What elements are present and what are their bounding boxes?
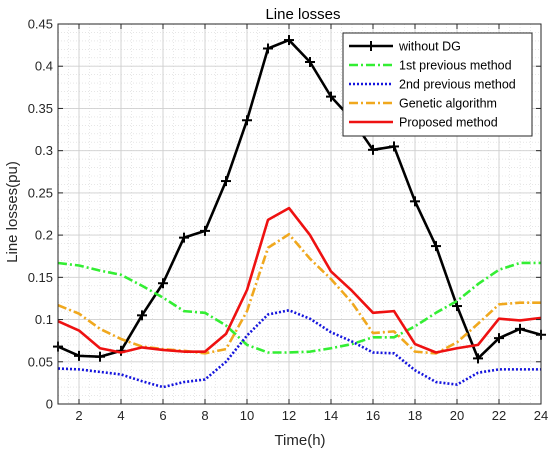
data-point-without-dg [452, 301, 462, 312]
data-point-without-dg [95, 351, 105, 362]
y-tick-label: 0.3 [35, 143, 53, 158]
data-point-without-dg [326, 91, 336, 102]
data-point-without-dg [74, 350, 84, 361]
data-point-without-dg [158, 278, 168, 289]
data-point-without-dg [137, 310, 147, 321]
data-point-without-dg [179, 232, 189, 243]
data-point-without-dg [368, 144, 378, 155]
data-point-without-dg [473, 353, 483, 364]
x-tick-label: 22 [492, 408, 506, 423]
data-point-without-dg [263, 43, 273, 54]
y-tick-label: 0.05 [28, 354, 53, 369]
series-line-proposed-method [57, 206, 542, 354]
legend-label-2nd-previous-method: 2nd previous method [399, 78, 516, 92]
x-tick-label: 6 [159, 408, 166, 423]
y-tick-label: 0.2 [35, 228, 53, 243]
data-point-without-dg [242, 115, 252, 126]
y-tick-label: 0.1 [35, 312, 53, 327]
chart-title: Line losses [265, 6, 340, 23]
legend-label-proposed-method: Proposed method [399, 116, 498, 130]
legend-label-genetic-algorithm: Genetic algorithm [399, 97, 497, 111]
x-tick-label: 14 [324, 408, 338, 423]
x-tick-label: 16 [366, 408, 380, 423]
series-line-without-dg [57, 38, 542, 360]
data-point-without-dg [431, 241, 441, 252]
y-tick-label: 0.4 [35, 59, 53, 74]
y-tick-label: 0.15 [28, 270, 53, 285]
y-tick-label: 0.25 [28, 185, 53, 200]
data-point-without-dg [200, 225, 210, 236]
legend: without DG 1st previous method 2nd previou… [342, 32, 533, 137]
y-axis-title: Line losses(pu) [4, 161, 21, 263]
x-axis-title: Time(h) [274, 432, 325, 449]
data-point-without-dg [221, 176, 231, 187]
data-point-without-dg [494, 333, 504, 344]
x-tick-label: 10 [240, 408, 254, 423]
data-point-without-dg [410, 196, 420, 207]
series-line-genetic-algorithm [57, 232, 541, 355]
y-tick-label: 0.35 [28, 101, 53, 116]
x-tick-label: 4 [117, 408, 124, 423]
data-point-without-dg [515, 323, 525, 334]
axes-box [57, 23, 542, 405]
y-tick-label: 0 [46, 397, 53, 412]
data-point-without-dg [305, 57, 315, 67]
y-tick-label: 0.45 [28, 17, 53, 32]
legend-label-without-dg: without DG [398, 40, 461, 54]
x-tick-label: 20 [450, 408, 464, 423]
x-tick-label: 2 [75, 408, 82, 423]
axes: 2 4 6 8 10 12 14 16 18 20 22 2400.050.10.150.20.250… [28, 17, 549, 424]
legend-label-1st-previous-method: 1st previous method [399, 59, 512, 73]
x-tick-label: 18 [408, 408, 422, 423]
data-point-without-dg [389, 141, 399, 152]
x-tick-label: 12 [282, 408, 296, 423]
data-point-without-dg [284, 35, 294, 46]
series-line-2nd-previous-method [57, 308, 541, 389]
series-line-1st-previous-method [57, 261, 541, 354]
x-tick-label: 8 [201, 408, 208, 423]
x-tick-label: 24 [534, 408, 548, 423]
